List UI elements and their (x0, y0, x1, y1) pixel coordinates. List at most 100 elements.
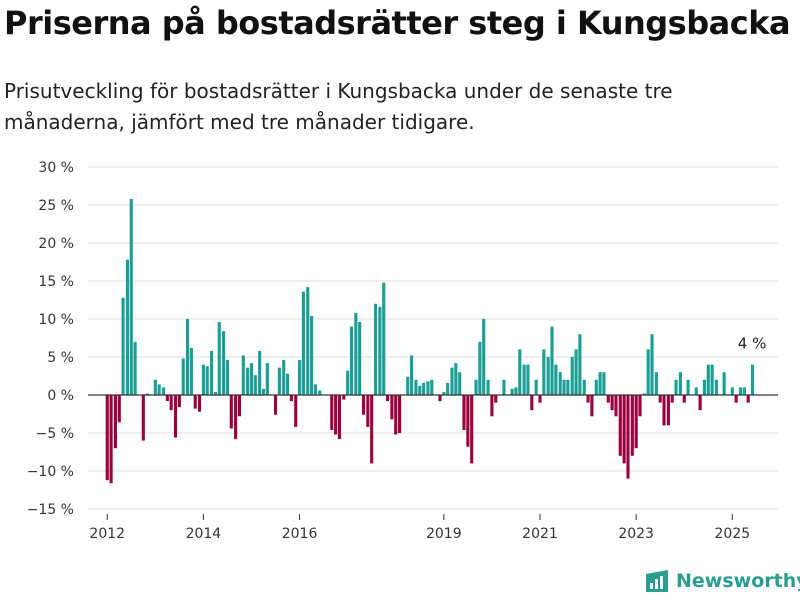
bar (430, 379, 434, 395)
gridlines (88, 166, 778, 510)
bar (361, 395, 366, 415)
y-tick-label: 20 % (38, 236, 74, 252)
bar (730, 387, 734, 395)
y-tick-label: −10 % (27, 464, 74, 480)
bar (382, 282, 386, 395)
bar (337, 395, 342, 440)
bar (185, 319, 190, 395)
newsworthy-logo: Newsworthy (644, 568, 800, 594)
chart-title: Priserna på bostadsrätter steg i Kungsba… (4, 4, 791, 42)
x-axis-ticks: 2012 2014 2016 2019 2021 2023 2025 (89, 514, 750, 542)
bar (470, 395, 474, 464)
bar (606, 395, 610, 403)
bar (201, 364, 205, 395)
y-tick-label: 30 % (38, 160, 74, 176)
bar (522, 364, 526, 395)
bar (678, 372, 682, 395)
bar (658, 395, 662, 403)
bar (249, 363, 254, 395)
bar (482, 319, 486, 395)
bar (590, 395, 594, 417)
bar (514, 387, 518, 395)
bar (181, 358, 185, 395)
bar (237, 395, 242, 417)
bar (746, 395, 750, 403)
bar (153, 379, 157, 395)
y-tick-label: −15 % (27, 502, 74, 518)
bar (161, 387, 166, 395)
y-tick-label: 15 % (38, 274, 74, 290)
bar (366, 395, 370, 427)
bar (121, 297, 125, 395)
bar (630, 395, 634, 456)
last-value-label: 4 % (738, 335, 767, 353)
bar (261, 388, 266, 395)
bar (698, 395, 702, 411)
bar (298, 360, 302, 395)
bar (742, 387, 746, 395)
bar (234, 395, 238, 440)
chart-subtitle: Prisutveckling för bostadsrätter i Kungs… (4, 79, 673, 134)
bar (282, 360, 286, 395)
bar (510, 388, 514, 395)
bar (398, 395, 402, 433)
bar (546, 357, 550, 395)
bar (105, 395, 109, 481)
bar (714, 379, 719, 395)
bar (301, 291, 305, 395)
bar (694, 387, 698, 395)
y-tick-label: 25 % (38, 198, 74, 214)
bar (141, 395, 145, 441)
bar (550, 326, 554, 395)
bar (654, 372, 658, 395)
bar (253, 375, 257, 395)
bar (562, 379, 566, 395)
bar (454, 363, 458, 395)
y-tick-label: 0 % (47, 388, 74, 404)
bar (129, 198, 133, 395)
bar (582, 379, 586, 395)
bar (734, 395, 738, 403)
bar (614, 395, 618, 417)
bar (318, 390, 322, 395)
y-tick-label: −5 % (36, 426, 74, 442)
bar (518, 349, 522, 395)
x-tick-label: 2025 (715, 526, 751, 542)
bar (386, 395, 390, 402)
bar (109, 395, 113, 484)
bar (370, 395, 374, 464)
y-axis-ticks: 30 % 25 % 20 % 15 % 10 % 5 % 0 % −5 % −10 % −15 % (27, 160, 74, 518)
bar (349, 326, 354, 395)
bar (538, 395, 542, 403)
bar (602, 372, 606, 395)
bar (574, 349, 578, 395)
bar (462, 395, 466, 430)
bar (674, 379, 678, 395)
bar (173, 395, 178, 438)
bar (225, 360, 230, 395)
bar (686, 379, 690, 395)
bar (222, 331, 226, 395)
bar (418, 385, 422, 395)
bar (414, 379, 418, 395)
bar (289, 395, 293, 402)
bar (390, 395, 394, 420)
bar (342, 395, 346, 400)
bar (330, 395, 334, 430)
bar-chart: 30 % 25 % 20 % 15 % 10 % 5 % 0 % −5 % −10 % −15 %… (27, 160, 778, 542)
bar (125, 259, 129, 395)
bar (438, 395, 442, 402)
bar (422, 382, 426, 395)
bar (213, 391, 217, 395)
bar (177, 395, 181, 408)
x-tick-label: 2012 (89, 526, 125, 542)
bar (354, 312, 358, 395)
bar (426, 381, 430, 395)
y-tick-label: 10 % (38, 312, 74, 328)
bar (157, 384, 161, 395)
bar (273, 395, 278, 415)
bar (169, 395, 173, 411)
bar (722, 372, 726, 395)
bar (494, 395, 498, 403)
bar (446, 382, 450, 395)
